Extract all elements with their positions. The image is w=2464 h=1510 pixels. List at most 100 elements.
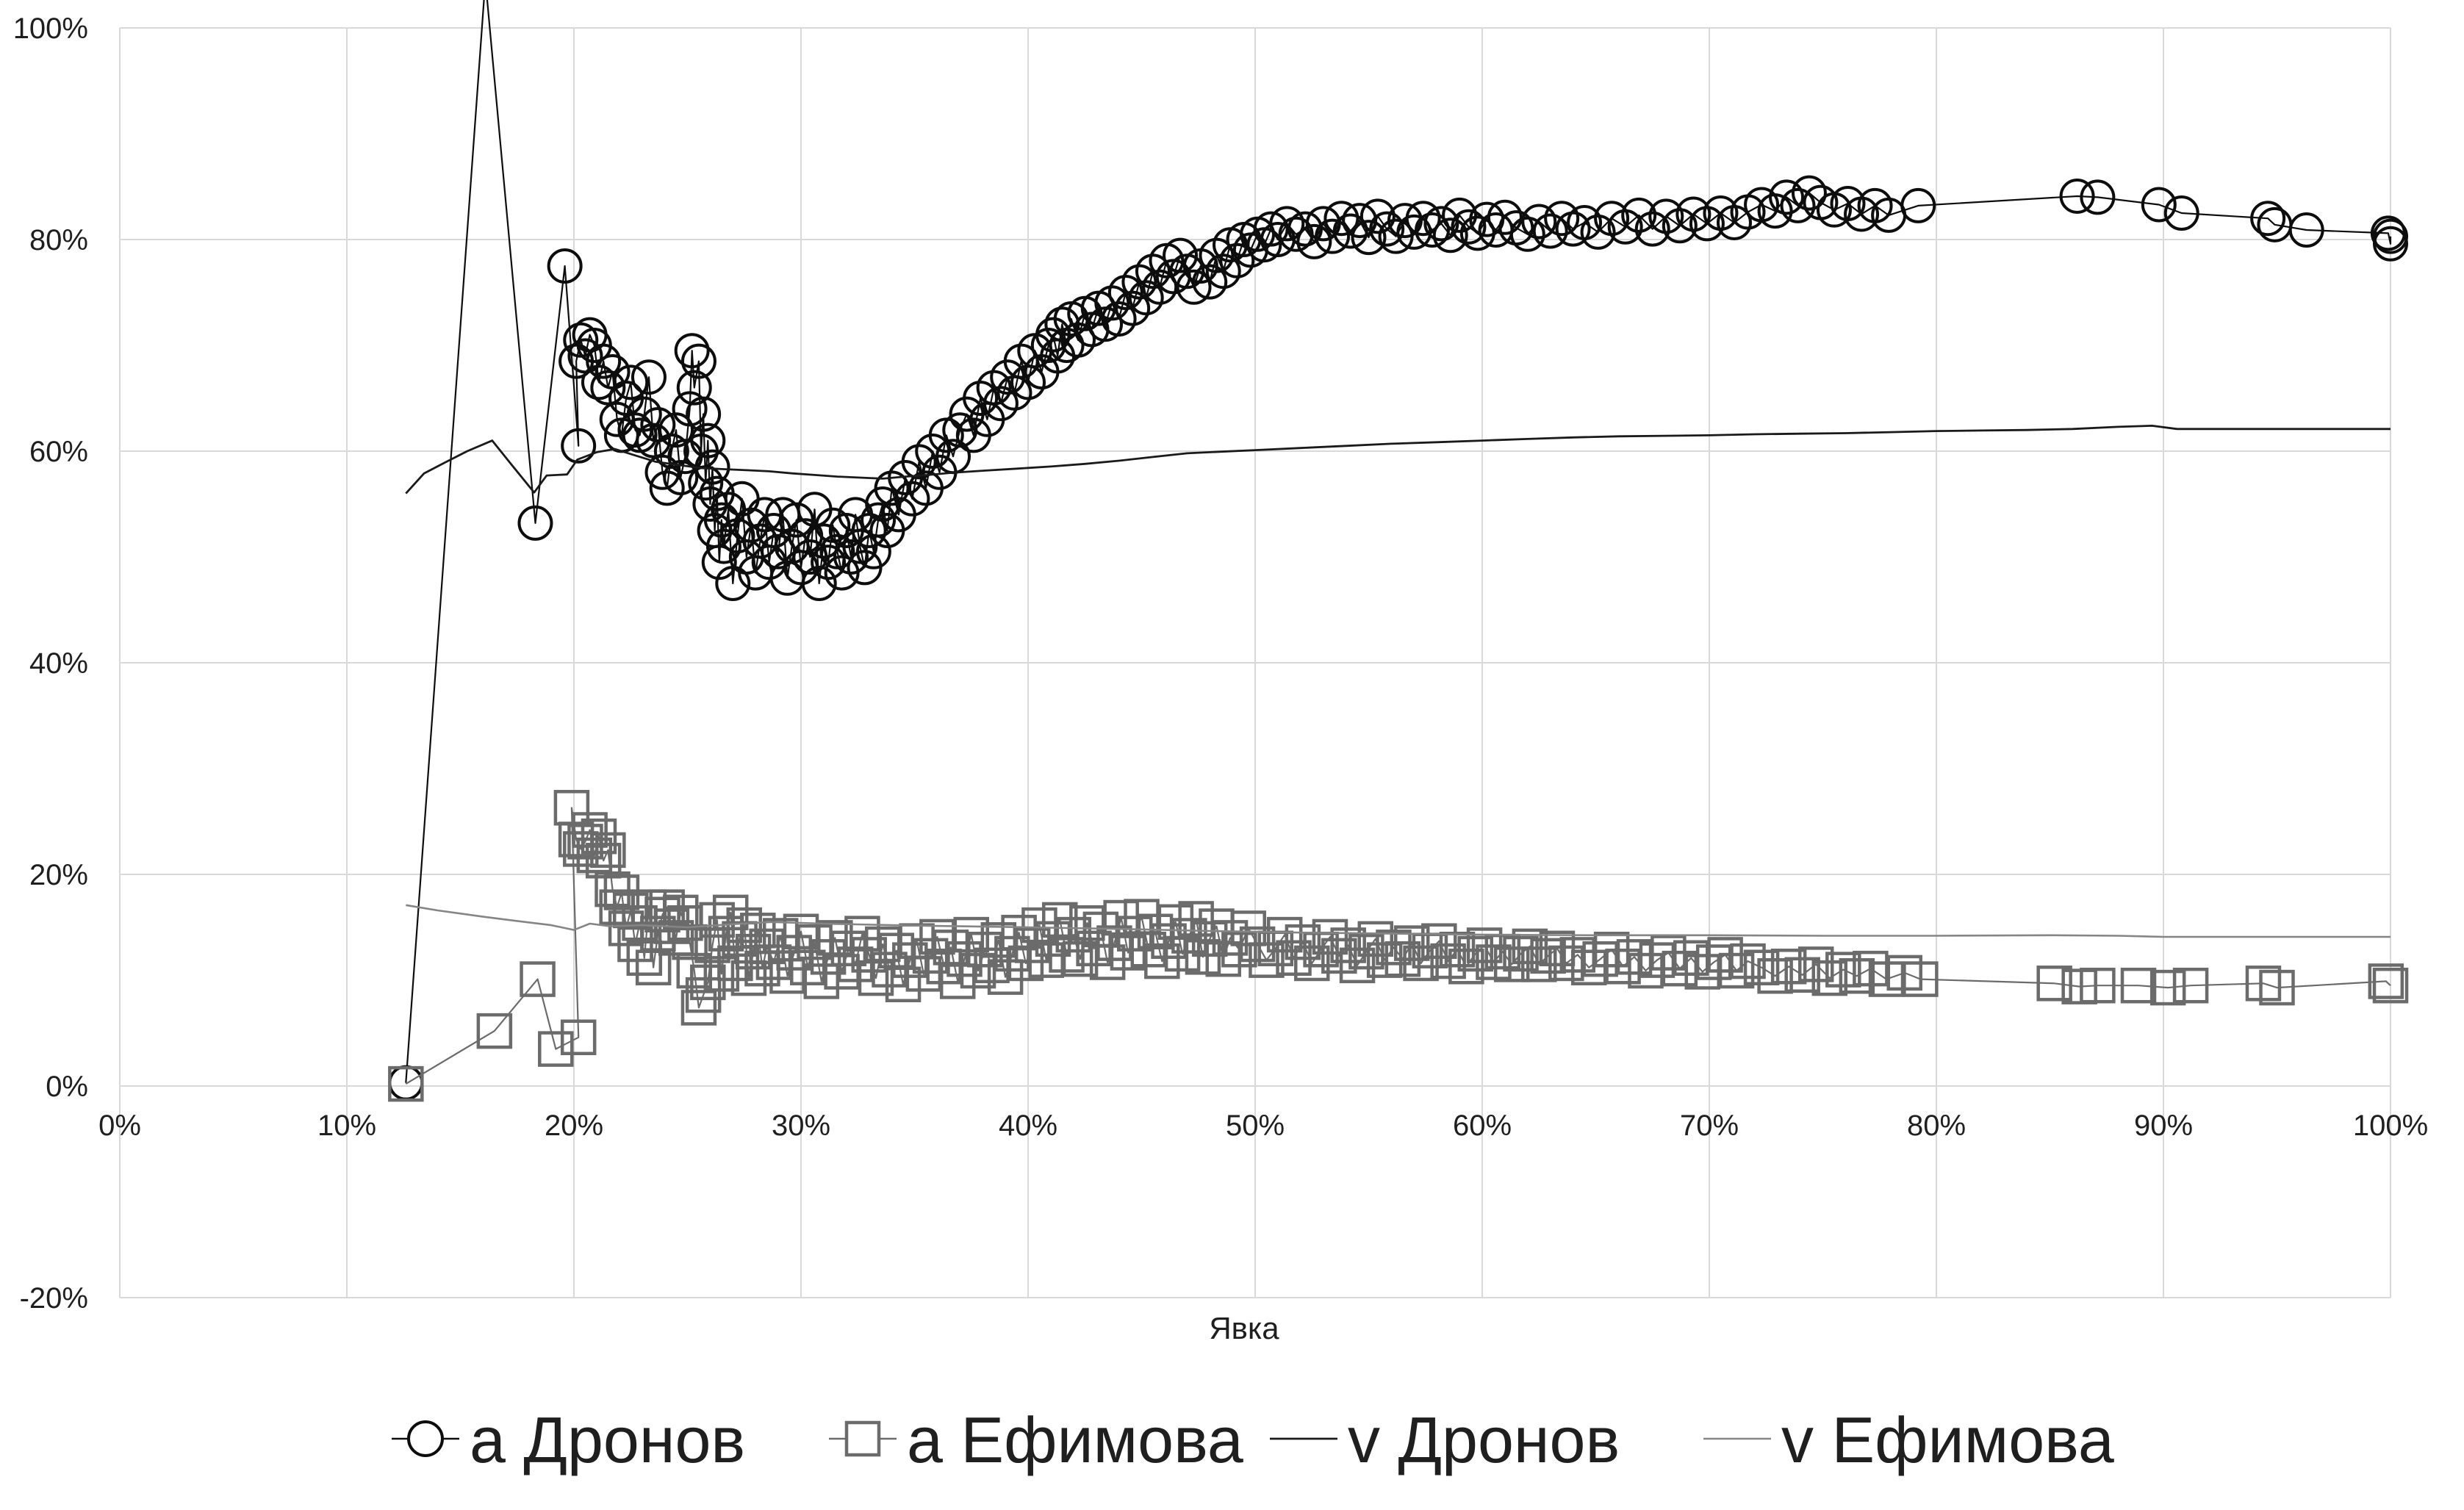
square-marker — [905, 956, 942, 992]
legend-circle-icon — [407, 1420, 444, 1457]
circle-marker — [811, 544, 847, 580]
circle-marker — [2080, 179, 2116, 215]
circle-marker — [586, 343, 622, 379]
square-marker — [1249, 942, 1285, 978]
square-marker — [1339, 947, 1376, 984]
circle-marker — [663, 460, 699, 495]
circle-marker — [1142, 269, 1178, 305]
y-tick--20: -20% — [20, 1282, 88, 1315]
square-marker — [1062, 941, 1099, 977]
square-marker — [1570, 949, 1607, 985]
circle-marker — [676, 370, 712, 406]
square-marker — [722, 921, 758, 957]
square-marker — [1221, 931, 1257, 968]
circle-marker — [631, 359, 667, 395]
square-marker — [1695, 944, 1732, 980]
circle-marker — [688, 465, 724, 501]
square-marker — [1212, 920, 1249, 956]
square-marker — [1757, 957, 1793, 994]
circle-marker — [1107, 275, 1143, 310]
square-marker — [1028, 942, 1064, 978]
square-marker — [476, 1013, 513, 1049]
legend-item-а Дронов[interactable]: а Дронов — [392, 1403, 745, 1476]
square-marker — [1493, 946, 1530, 982]
y-tick-20: 20% — [29, 859, 88, 891]
square-marker — [1448, 949, 1484, 985]
square-marker — [560, 1019, 597, 1056]
square-marker — [1662, 950, 1698, 987]
square-marker — [1130, 931, 1167, 968]
square-marker — [2368, 963, 2404, 999]
legend-label: а Дронов — [470, 1403, 745, 1476]
x-tick-80: 80% — [1907, 1110, 1966, 1142]
series-v Ефимова — [406, 904, 2391, 938]
circle-marker — [1101, 301, 1137, 337]
circle-marker — [1269, 206, 1305, 242]
square-marker — [1151, 923, 1187, 959]
circle-marker — [1176, 269, 1212, 305]
circle-marker — [1296, 223, 1332, 259]
square-marker — [980, 922, 1017, 958]
x-tick-0: 0% — [98, 1110, 141, 1142]
circle-marker — [1332, 213, 1368, 249]
circle-marker — [1415, 212, 1451, 248]
legend-square-icon — [844, 1420, 881, 1457]
square-marker — [1811, 960, 1848, 996]
square-marker — [644, 896, 680, 932]
square-marker — [1076, 930, 1112, 967]
circle-marker — [1315, 218, 1351, 254]
circle-marker — [1135, 254, 1171, 290]
legend-label: v Дронов — [1348, 1403, 1620, 1476]
circle-marker — [674, 333, 710, 369]
circle-marker — [547, 248, 583, 284]
circle-marker — [1900, 187, 1936, 223]
square-marker — [617, 926, 653, 963]
circle-marker — [1369, 211, 1405, 247]
x-tick-50: 50% — [1226, 1110, 1285, 1142]
square-marker — [703, 956, 740, 992]
circle-marker — [690, 423, 726, 459]
circle-marker — [1060, 322, 1096, 358]
circle-marker — [1487, 199, 1523, 235]
circle-marker — [680, 343, 716, 379]
square-marker — [844, 916, 880, 952]
square-marker — [1770, 949, 1807, 985]
circle-marker — [874, 470, 910, 506]
square-marker — [1089, 944, 1126, 980]
series-line-v Дронов — [405, 425, 2391, 495]
y-tick-0: 0% — [46, 1071, 88, 1103]
circle-marker — [1253, 211, 1289, 247]
circle-marker — [590, 370, 626, 406]
square-marker — [1512, 928, 1548, 965]
square-marker — [939, 963, 976, 999]
circle-marker — [649, 470, 685, 506]
legend-item-а Ефимова[interactable]: а Ефимова — [829, 1403, 1243, 1476]
square-marker — [2372, 967, 2409, 1004]
y-tick-40: 40% — [29, 647, 88, 680]
circle-marker — [2250, 201, 2286, 237]
legend-item-v Дронов[interactable]: v Дронов — [1270, 1403, 1620, 1476]
circle-marker — [1205, 254, 1241, 290]
circle-marker — [2141, 187, 2177, 223]
square-marker — [1530, 938, 1566, 974]
square-marker — [1069, 905, 1105, 941]
square-marker — [585, 843, 622, 879]
circle-marker — [1115, 290, 1151, 326]
square-marker — [2036, 966, 2072, 1002]
circle-marker — [1532, 213, 1568, 249]
series-layer — [388, 0, 2409, 1102]
circle-marker — [719, 518, 755, 554]
legend-item-v Ефимова[interactable]: v Ефимова — [1703, 1403, 2114, 1476]
circle-marker — [1791, 175, 1827, 211]
series-line-а Ефимова — [405, 807, 2391, 1085]
square-marker — [567, 824, 603, 860]
circle-marker — [1580, 214, 1616, 250]
circle-marker — [2059, 178, 2095, 214]
square-marker — [2061, 968, 2097, 1004]
square-marker — [712, 894, 749, 931]
square-marker — [1055, 916, 1092, 953]
square-marker — [1673, 940, 1709, 977]
circle-marker — [1634, 211, 1670, 247]
square-marker — [2080, 967, 2116, 1004]
